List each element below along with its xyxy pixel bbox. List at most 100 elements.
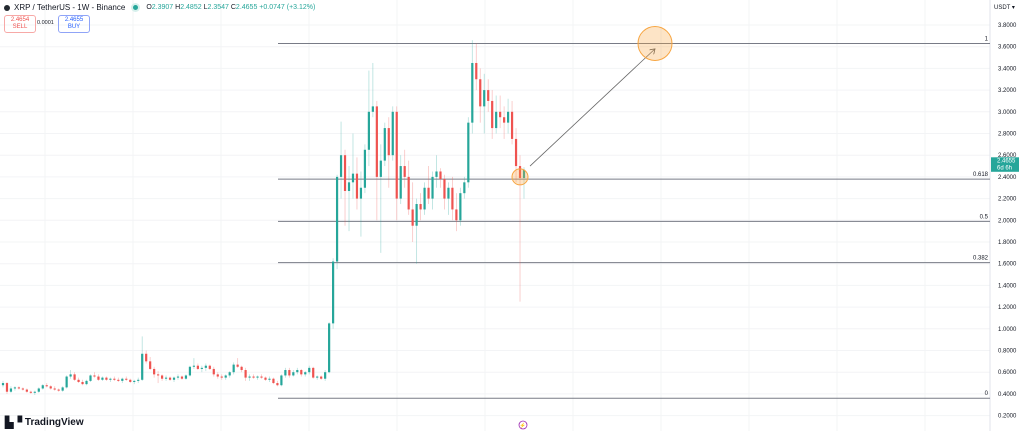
- spread-value: 0.0001: [37, 20, 54, 26]
- candle-body: [399, 166, 402, 199]
- buy-button[interactable]: 2.4655 BUY: [58, 15, 90, 33]
- candle-body: [276, 383, 279, 386]
- candle-body: [387, 128, 390, 156]
- candle-body: [495, 111, 498, 129]
- candle-body: [407, 176, 410, 210]
- annotations[interactable]: [511, 25, 673, 186]
- candle-body: [93, 375, 96, 377]
- candle-body: [240, 366, 243, 371]
- candle-body: [216, 374, 219, 377]
- candle-body: [45, 385, 48, 387]
- candle-body: [503, 117, 506, 123]
- candle-body: [13, 387, 17, 389]
- candle-body: [256, 376, 259, 378]
- candle-body: [133, 380, 136, 382]
- candle-body: [101, 377, 104, 380]
- candle-body: [164, 377, 168, 379]
- candle-body: [403, 166, 406, 177]
- candle-body: [491, 100, 494, 129]
- candles: [1, 40, 526, 395]
- candle-body: [192, 365, 196, 367]
- candle-body: [73, 374, 76, 380]
- candle-body: [113, 378, 116, 380]
- candle-body: [121, 378, 124, 381]
- candle-body: [331, 261, 335, 324]
- fib-retracement[interactable]: 1 0.618 0.5 0.382 0: [278, 36, 990, 399]
- fib-level-label: 0.382: [973, 256, 989, 262]
- candle-body: [220, 376, 223, 378]
- candle-body: [427, 187, 430, 199]
- candle-body: [510, 111, 514, 139]
- candle-body: [244, 370, 247, 378]
- candle-body: [423, 187, 426, 210]
- candle-body: [312, 367, 315, 378]
- candle-body: [57, 389, 60, 391]
- last-price-countdown: 6d 6h: [997, 165, 1012, 171]
- candle-body: [355, 173, 359, 199]
- candle-body: [316, 376, 319, 378]
- price-tick-label: 3.0000: [998, 110, 1017, 116]
- candle-body: [391, 111, 394, 156]
- price-tick-label: 3.2000: [998, 88, 1017, 94]
- grid-lines: [0, 0, 990, 431]
- candle-body: [184, 375, 188, 379]
- timeframe-marker-icon[interactable]: ⚡: [518, 420, 528, 430]
- candle-body: [292, 372, 295, 376]
- candle-body: [467, 122, 470, 183]
- candle-body: [21, 388, 24, 390]
- candle-body: [284, 370, 287, 376]
- candle-body: [65, 376, 68, 388]
- candle-body: [300, 370, 303, 375]
- candle-body: [145, 353, 148, 362]
- candle-body: [188, 366, 192, 376]
- last-price-label: 2.4655 6d 6h: [991, 157, 1019, 172]
- candle-body: [248, 376, 251, 378]
- candle-body: [419, 204, 422, 210]
- candle-body: [415, 204, 418, 226]
- candle-body: [351, 173, 355, 183]
- candle-body: [463, 182, 466, 194]
- tradingview-logo: ▙▝ TradingView: [5, 417, 84, 429]
- candle-body: [236, 364, 239, 367]
- candle-body: [97, 376, 100, 380]
- candle-body: [5, 383, 9, 392]
- candle-body: [343, 155, 347, 192]
- candle-body: [25, 389, 28, 392]
- candle-body: [168, 377, 172, 380]
- candle-body: [506, 111, 510, 123]
- fib-level-label: 0.618: [973, 172, 989, 178]
- candle-body: [125, 378, 128, 380]
- candle-body: [69, 374, 72, 377]
- candle-body: [499, 111, 502, 118]
- candle-body: [204, 365, 207, 368]
- price-tick-label: 1.4000: [998, 283, 1017, 289]
- candle-body: [288, 370, 291, 376]
- candle-body: [471, 62, 474, 123]
- candle-body: [37, 388, 40, 392]
- candle-body: [435, 171, 438, 177]
- candle-body: [383, 128, 386, 161]
- price-tick-label: 2.2000: [998, 197, 1017, 203]
- price-axis[interactable]: 3.8000 3.6000 3.4000 3.2000 3.0000 2.8000 2.60…: [998, 23, 1017, 420]
- candle-body: [49, 386, 52, 389]
- fib-level-label: 0.5: [980, 214, 989, 220]
- symbol-title[interactable]: XRP / TetherUS - 1W - Binance: [14, 3, 126, 12]
- candle-body: [459, 193, 462, 221]
- price-tick-label: 2.8000: [998, 132, 1017, 138]
- candle-body: [518, 166, 522, 178]
- sell-button[interactable]: 2.4654 SELL: [4, 15, 36, 33]
- currency-selector[interactable]: USDT ▾: [994, 5, 1015, 11]
- candle-body: [176, 376, 180, 378]
- candle-body: [514, 138, 518, 167]
- candle-body: [33, 391, 36, 393]
- candle-body: [443, 179, 446, 199]
- price-tick-label: 3.6000: [998, 45, 1017, 51]
- candle-body: [439, 171, 442, 180]
- price-tick-label: 0.8000: [998, 349, 1017, 355]
- candle-body: [260, 376, 263, 378]
- candle-body: [522, 169, 526, 178]
- chevron-down-icon: ▾: [1011, 5, 1015, 11]
- candle-body: [85, 380, 88, 385]
- price-tick-label: 2.6000: [998, 153, 1017, 159]
